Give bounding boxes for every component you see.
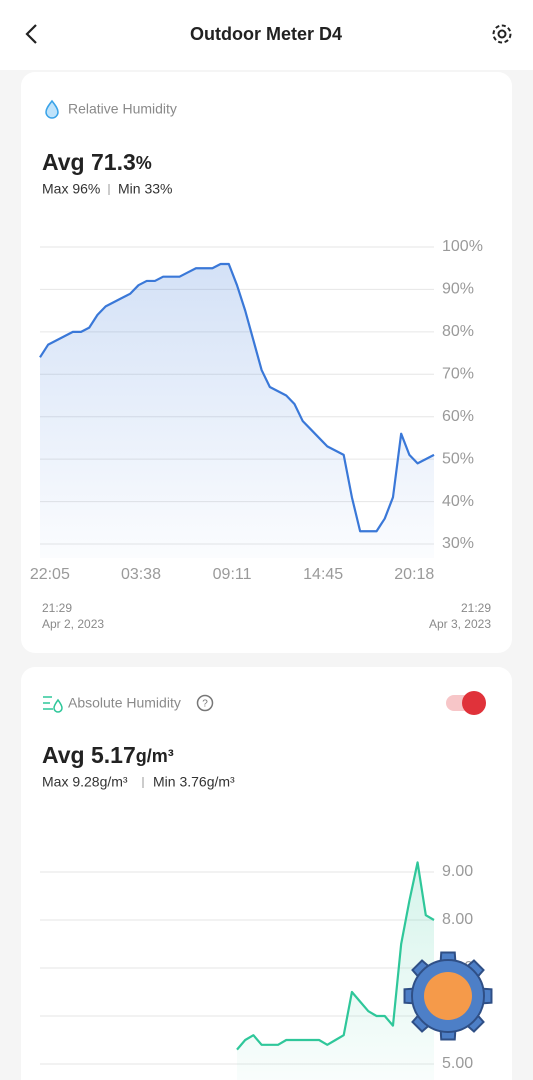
max: Max 96% bbox=[42, 181, 100, 197]
settings-button[interactable] bbox=[492, 24, 512, 44]
y-tick-label: 70% bbox=[442, 366, 474, 383]
gear-part bbox=[403, 951, 493, 1041]
y-tick-label: 8.00 bbox=[442, 911, 473, 928]
card bbox=[21, 667, 512, 1080]
y-tick-label: 90% bbox=[442, 281, 474, 298]
back-button[interactable] bbox=[25, 24, 37, 44]
start-time: 21:29 bbox=[42, 601, 72, 615]
line bbox=[236, 861, 435, 1051]
gear-part bbox=[424, 972, 472, 1020]
avg-unit: g/m³ bbox=[136, 746, 174, 766]
y-tick-label: 50% bbox=[442, 450, 474, 467]
card-title: Absolute Humidity bbox=[68, 695, 181, 711]
x-tick-label: 09:11 bbox=[213, 566, 252, 583]
y-tick-label: 80% bbox=[442, 323, 474, 340]
page-title: Outdoor Meter D4 bbox=[190, 24, 342, 44]
x-tick-label: 14:45 bbox=[303, 566, 343, 583]
x-tick-label: 20:18 bbox=[394, 566, 434, 583]
average: Avg 71.3% bbox=[42, 149, 152, 175]
x-tick-label: 03:38 bbox=[121, 566, 161, 583]
area bbox=[40, 263, 434, 558]
help-icon[interactable] bbox=[196, 694, 214, 712]
y-tick-label: 5.00 bbox=[442, 1055, 473, 1072]
end-time: 21:29 bbox=[461, 601, 491, 615]
avg-label: Avg bbox=[42, 149, 85, 175]
end-date: Apr 3, 2023 bbox=[429, 617, 491, 631]
min: Min 33% bbox=[118, 181, 172, 197]
area bbox=[237, 862, 434, 1080]
max: Max 9.28g/m³ bbox=[42, 774, 128, 790]
average: Avg 5.17g/m³ bbox=[42, 742, 174, 768]
y-tick-label: 40% bbox=[442, 493, 474, 510]
min: Min 3.76g/m³ bbox=[153, 774, 235, 790]
wind-drop-icon bbox=[43, 696, 63, 713]
help-glyph: ? bbox=[202, 699, 208, 710]
y-tick-label: 100% bbox=[442, 238, 483, 255]
avg-unit: % bbox=[136, 153, 152, 173]
y-tick-label: 30% bbox=[442, 535, 474, 552]
avg-value: 5.17 bbox=[91, 742, 136, 768]
card-title: Relative Humidity bbox=[68, 101, 177, 117]
top-bar bbox=[0, 0, 533, 70]
line bbox=[39, 262, 435, 533]
avg-value: 71.3 bbox=[91, 149, 136, 175]
start-date: Apr 2, 2023 bbox=[42, 617, 104, 631]
avg-label: Avg bbox=[42, 742, 85, 768]
x-tick-label: 22:05 bbox=[30, 566, 70, 583]
floating-gear[interactable] bbox=[403, 951, 493, 1041]
drop-icon bbox=[45, 99, 59, 119]
toggle-knob bbox=[462, 691, 486, 715]
y-tick-label: 60% bbox=[442, 408, 474, 425]
y-tick-label: 9.00 bbox=[442, 863, 473, 880]
